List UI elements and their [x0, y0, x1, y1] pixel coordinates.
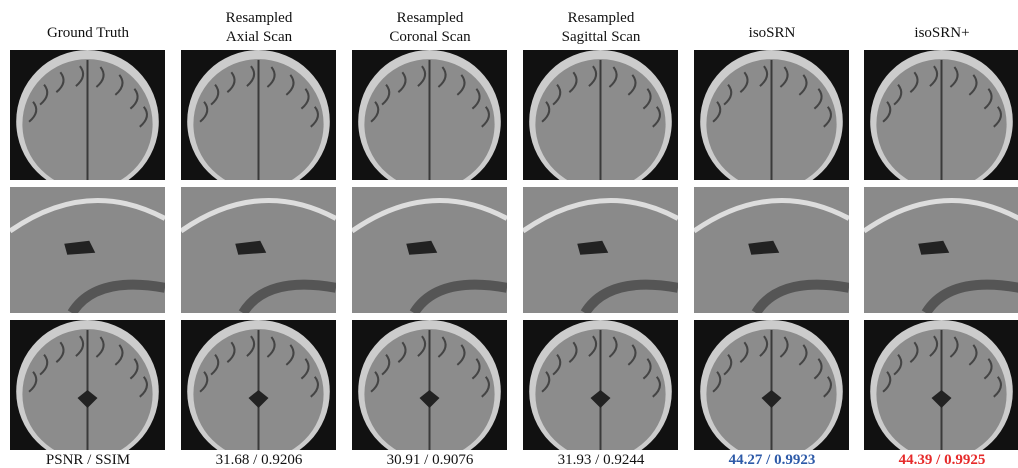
mri-image [864, 320, 1018, 450]
metric: 30.91 / 0.9076 [345, 452, 515, 468]
column-header: ResampledCoronal Scan [345, 9, 515, 47]
header-line: Coronal Scan [345, 28, 515, 47]
mri-image [523, 320, 678, 450]
mri-image [352, 50, 507, 180]
header-line: Resampled [345, 9, 515, 28]
metric: PSNR / SSIM [3, 452, 173, 468]
mri-image [181, 187, 336, 313]
mri-image [523, 187, 678, 313]
metric: 44.39 / 0.9925 [857, 452, 1018, 468]
mri-image [523, 50, 678, 180]
header-line: isoSRN [687, 24, 857, 43]
mri-image [694, 187, 849, 313]
header-line: Sagittal Scan [516, 28, 686, 47]
metric: 44.27 / 0.9923 [687, 452, 857, 468]
column-header: isoSRN+ [857, 24, 1018, 43]
mri-image [352, 187, 507, 313]
mri-image [181, 320, 336, 450]
mri-image [694, 320, 849, 450]
column-header: Ground Truth [3, 24, 173, 43]
header-line: Ground Truth [3, 24, 173, 43]
header-line: Axial Scan [174, 28, 344, 47]
mri-image [352, 320, 507, 450]
figure: Ground TruthPSNR / SSIMResampledAxial Sc… [0, 0, 1018, 468]
mri-image [10, 50, 165, 180]
mri-image [864, 187, 1018, 313]
mri-image [10, 187, 165, 313]
mri-image [181, 50, 336, 180]
header-line: Resampled [516, 9, 686, 28]
column-header: isoSRN [687, 24, 857, 43]
mri-image [10, 320, 165, 450]
metric: 31.68 / 0.9206 [174, 452, 344, 468]
metric: 31.93 / 0.9244 [516, 452, 686, 468]
mri-image [694, 50, 849, 180]
mri-image [864, 50, 1018, 180]
header-line: Resampled [174, 9, 344, 28]
header-line: isoSRN+ [857, 24, 1018, 43]
